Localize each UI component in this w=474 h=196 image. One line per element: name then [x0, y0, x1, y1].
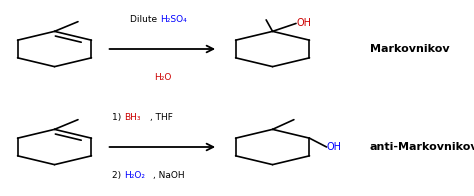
Text: Markovnikov: Markovnikov [370, 44, 449, 54]
Text: 1): 1) [112, 113, 124, 122]
Text: H₂O₂: H₂O₂ [124, 171, 146, 180]
Text: H₂O: H₂O [154, 73, 171, 82]
Text: OH: OH [327, 142, 342, 152]
Text: OH: OH [296, 18, 311, 28]
Text: , NaOH: , NaOH [153, 171, 184, 180]
Text: Dilute: Dilute [130, 15, 160, 24]
Text: BH₃: BH₃ [124, 113, 141, 122]
Text: 2): 2) [112, 171, 124, 180]
Text: H₂SO₄: H₂SO₄ [160, 15, 187, 24]
Text: , THF: , THF [151, 113, 173, 122]
Text: anti-Markovnikov: anti-Markovnikov [370, 142, 474, 152]
